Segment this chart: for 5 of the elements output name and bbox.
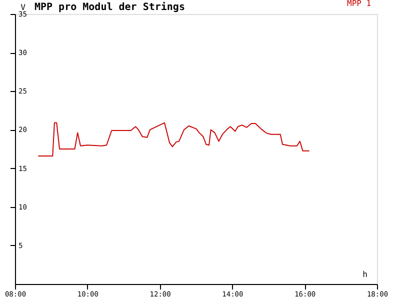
y-axis-title: V — [20, 3, 26, 12]
line-series — [38, 122, 310, 156]
text: MPP 1 — [347, 0, 372, 8]
chart-title: MPP pro Modul der Strings — [34, 1, 185, 13]
x-axis-title: h — [362, 270, 368, 279]
